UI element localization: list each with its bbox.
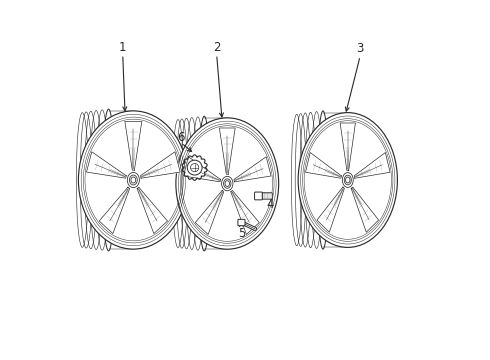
Ellipse shape	[131, 177, 136, 183]
Ellipse shape	[129, 175, 137, 185]
Ellipse shape	[225, 181, 229, 186]
Polygon shape	[340, 123, 355, 170]
Text: 4: 4	[267, 198, 274, 211]
FancyBboxPatch shape	[260, 193, 272, 199]
Ellipse shape	[344, 175, 351, 185]
Ellipse shape	[78, 111, 188, 249]
Ellipse shape	[176, 118, 279, 249]
Circle shape	[187, 160, 202, 175]
Ellipse shape	[127, 172, 139, 188]
Polygon shape	[231, 190, 259, 234]
Ellipse shape	[345, 177, 350, 183]
Polygon shape	[141, 152, 180, 178]
Polygon shape	[196, 190, 224, 234]
Polygon shape	[234, 157, 271, 182]
FancyBboxPatch shape	[255, 192, 262, 200]
Polygon shape	[183, 157, 220, 182]
Polygon shape	[220, 128, 235, 174]
Polygon shape	[351, 187, 379, 232]
Polygon shape	[354, 153, 390, 178]
Text: 2: 2	[213, 41, 220, 54]
Text: 6: 6	[177, 131, 185, 144]
Text: 1: 1	[119, 41, 126, 54]
Text: 3: 3	[357, 42, 364, 55]
Polygon shape	[317, 187, 344, 232]
Polygon shape	[137, 187, 168, 234]
Text: 5: 5	[238, 227, 245, 240]
Polygon shape	[87, 152, 126, 178]
Ellipse shape	[298, 113, 397, 247]
Ellipse shape	[343, 172, 353, 188]
Polygon shape	[125, 122, 142, 170]
Ellipse shape	[221, 176, 233, 191]
Polygon shape	[99, 187, 129, 234]
FancyBboxPatch shape	[238, 219, 245, 226]
Polygon shape	[305, 153, 342, 178]
Ellipse shape	[223, 179, 231, 188]
